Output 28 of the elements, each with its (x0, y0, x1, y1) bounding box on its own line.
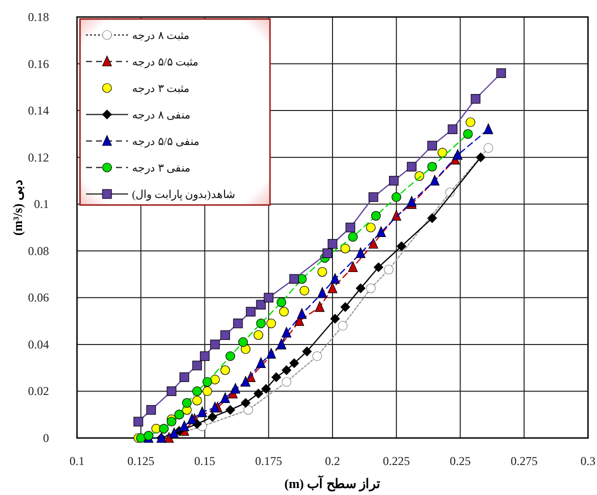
y-tick-label: 0.08 (28, 244, 49, 258)
x-tick-label: 0.175 (255, 454, 282, 468)
y-tick-label: 0.18 (28, 10, 49, 24)
x-tick-label: 0.225 (382, 454, 410, 468)
x-tick-label: 0.1 (70, 454, 84, 468)
y-tick-label: 0.14 (28, 104, 49, 118)
y-tick-label: 0.04 (28, 337, 49, 352)
y-tick-label: 0.02 (28, 384, 49, 398)
x-tick-label: 0.15 (194, 454, 216, 468)
x-tick-label: 0.2 (325, 454, 340, 468)
legend-label: مثبت ۵/۵ درجه (132, 56, 199, 68)
legend-label: مثبت ۸ درجه (132, 30, 190, 42)
legend-label: منفی ۵/۵ درجه (132, 136, 200, 148)
legend-label: منفی ۸ درجه (132, 110, 190, 122)
legend-label: مثبت ۳ درجه (132, 83, 190, 95)
y-tick-label: 0 (43, 431, 49, 445)
x-tick-label: 0.3 (580, 454, 596, 468)
y-tick-label: 0.06 (28, 290, 49, 305)
x-axis-title: تراز سطح آب (m) (284, 475, 381, 492)
x-tick-label: 0.25 (450, 454, 471, 468)
y-axis-title: دبی (m³/s) (10, 179, 25, 236)
x-tick-label: 0.275 (510, 454, 538, 468)
legend-label: منفی ۳ درجه (132, 162, 190, 174)
y-tick-label: 0.16 (28, 56, 49, 71)
legend-label: شاهد(بدون پارابت وال) (132, 189, 235, 201)
x-tick-label: 0.125 (127, 454, 154, 468)
y-tick-label: 0.12 (28, 150, 49, 164)
y-tick-label: 0.1 (34, 197, 49, 212)
